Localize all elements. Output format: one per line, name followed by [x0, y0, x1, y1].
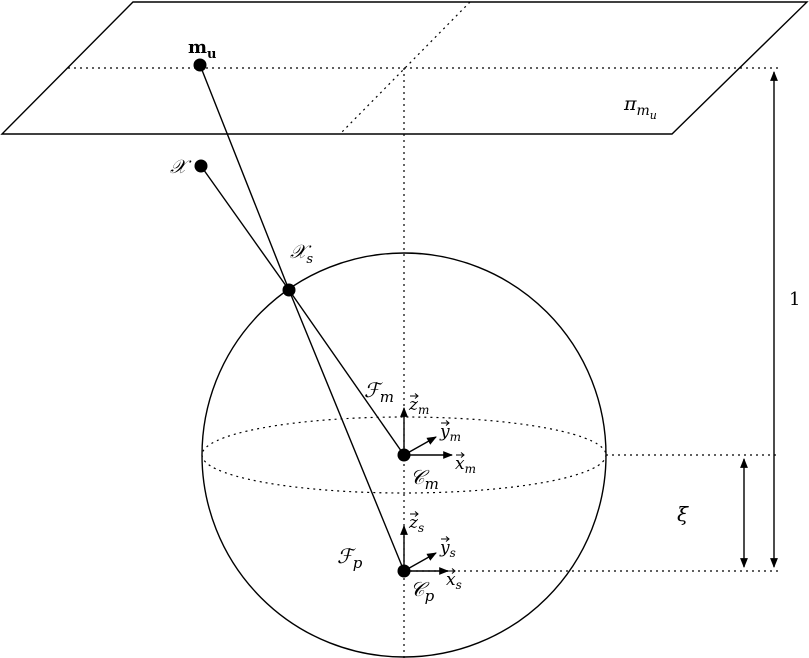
label-distance-one: 1 [789, 289, 800, 310]
world-point-x [194, 159, 208, 173]
ray-xs-to-cp [288, 289, 405, 572]
label-center-p: 𝒞p [410, 577, 435, 605]
image-point-mu [193, 58, 207, 72]
label-center-m: 𝒞m [410, 465, 439, 493]
label-axis-ym: ym [439, 422, 461, 444]
label-image-point: mu [188, 37, 217, 62]
label-frame-p: ℱp [337, 544, 363, 572]
label-axis-ys: ys [439, 538, 456, 560]
center-point-cm [397, 448, 411, 462]
ray-x-to-xs [200, 165, 290, 291]
label-plane: πmu [623, 93, 657, 122]
center-point-cp [397, 564, 411, 578]
label-distance-xi: ξ [677, 502, 689, 526]
label-axis-xm: xm [455, 454, 476, 476]
label-frame-m: ℱm [364, 378, 394, 406]
sphere-point-xs [282, 283, 296, 297]
image-plane [0, 1, 809, 135]
vector-accents [410, 393, 465, 574]
ray-mu-to-xs [199, 64, 290, 291]
label-sphere-point: 𝒳s [290, 241, 313, 267]
plane-dotted-diagonal [339, 1, 471, 135]
label-axis-zs: zs [408, 513, 424, 535]
label-world-point: 𝒳 [170, 156, 192, 178]
label-axis-zm: zm [408, 395, 429, 417]
label-axis-xs: xs [446, 570, 462, 592]
ray-xs-to-cm [288, 289, 405, 456]
